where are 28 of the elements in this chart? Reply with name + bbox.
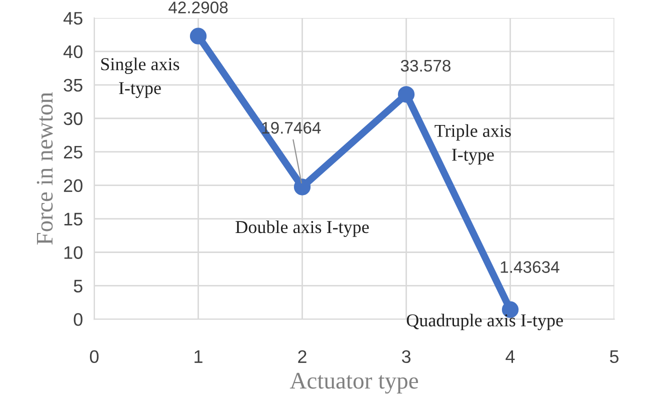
y-axis-title: Force in newton: [36, 92, 53, 245]
x-axis-title: Actuator type: [290, 372, 418, 394]
y-tick-label: 35: [64, 78, 82, 92]
x-tick-label: 3: [402, 350, 410, 364]
y-tick-label: 10: [64, 246, 82, 259]
data-label: 33.578: [400, 60, 450, 72]
y-tick-label: 45: [63, 12, 82, 25]
data-label: 1.43634: [500, 261, 560, 273]
point: [294, 178, 311, 196]
y-tick-label: 0: [74, 313, 82, 326]
y-tick-label: 30: [64, 112, 82, 126]
data-label: 42.2908: [168, 2, 228, 14]
annotation: Quadruple axis I-type: [406, 314, 563, 330]
x-tick-label: 5: [610, 350, 619, 364]
y-tick-label: 20: [64, 179, 82, 192]
point: [190, 28, 207, 44]
x-tick-label: 1: [194, 350, 202, 363]
y-tick-label: 15: [64, 212, 82, 226]
x-tick-label: 4: [506, 350, 515, 363]
annotation: Triple axis I-type: [434, 124, 511, 165]
y-tick-label: 5: [74, 280, 82, 292]
point: [398, 86, 415, 103]
x-tick-label: 2: [298, 350, 306, 363]
y-tick-label: 25: [64, 146, 82, 159]
y-tick-label: 40: [63, 45, 82, 58]
annotation: Single axis I-type: [101, 58, 180, 98]
annotation: Double axis I-type: [236, 220, 369, 237]
x-tick-label: 0: [90, 350, 99, 364]
